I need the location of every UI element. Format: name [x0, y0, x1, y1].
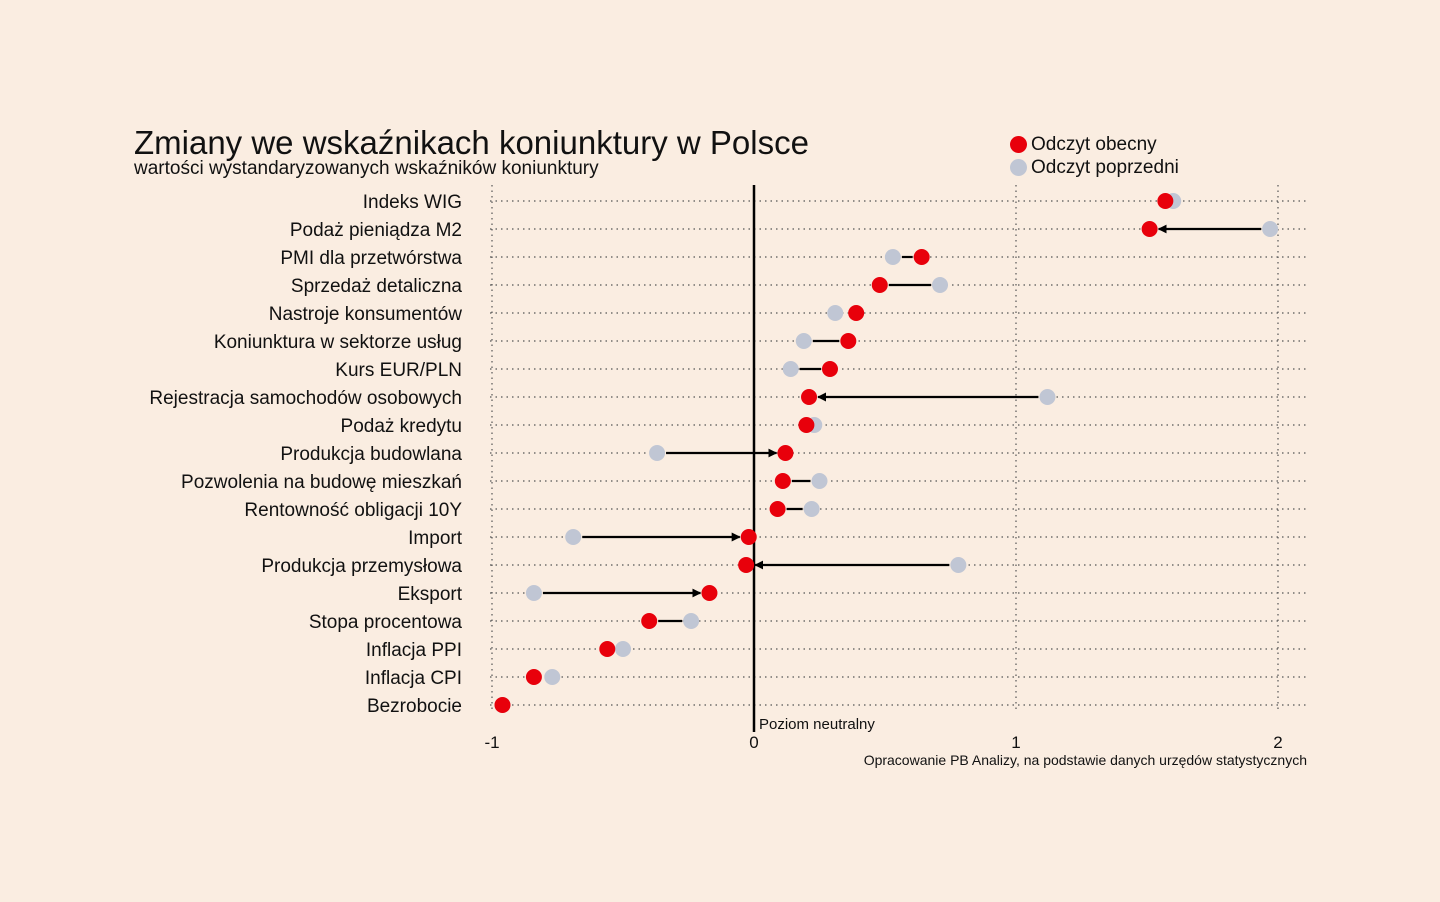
row-label: PMI dla przetwórstwa — [280, 248, 462, 269]
previous-reading-point — [683, 613, 700, 629]
previous-reading-point — [782, 361, 799, 377]
previous-reading-point — [795, 333, 812, 349]
current-reading-point — [777, 445, 794, 461]
current-reading-point — [1157, 193, 1174, 209]
current-reading-point — [848, 305, 865, 321]
previous-reading-point — [565, 529, 582, 545]
legend: Odczyt obecny Odczyt poprzedni — [1010, 133, 1179, 179]
source-note: Opracowanie PB Analizy, na podstawie dan… — [863, 752, 1307, 768]
previous-reading-point — [544, 669, 561, 685]
row-label: Produkcja przemysłowa — [261, 556, 462, 577]
current-reading-point — [1141, 221, 1158, 237]
row-label: Nastroje konsumentów — [269, 304, 463, 325]
axis-labels: Indeks WIG Podaż pieniądza M2 PMI dla prze… — [149, 192, 1282, 752]
current-reading-point — [840, 333, 857, 349]
current-reading-point — [738, 557, 755, 573]
row-label: Import — [408, 528, 463, 549]
row-label: Sprzedaż detaliczna — [291, 276, 463, 297]
neutral-line-label: Poziom neutralny — [759, 716, 875, 733]
row-label: Inflacja PPI — [366, 640, 462, 661]
legend-current-label: Odczyt obecny — [1031, 133, 1157, 155]
x-tick-label: 2 — [1273, 733, 1282, 752]
current-reading-point — [701, 585, 718, 601]
previous-reading-point — [811, 473, 828, 489]
legend-item-current: Odczyt obecny — [1010, 133, 1179, 156]
data-marks — [494, 193, 1279, 713]
x-tick-label: 0 — [749, 733, 758, 752]
legend-item-previous: Odczyt poprzedni — [1010, 156, 1179, 179]
current-reading-point — [740, 529, 757, 545]
row-label: Produkcja budowlana — [280, 444, 462, 465]
legend-previous-marker — [1010, 159, 1027, 176]
current-reading-point — [525, 669, 542, 685]
row-label: Rejestracja samochodów osobowych — [149, 388, 462, 409]
previous-reading-point — [884, 249, 901, 265]
row-label: Podaż kredytu — [341, 416, 462, 437]
row-label: Inflacja CPI — [365, 668, 462, 689]
x-tick-label: -1 — [484, 733, 499, 752]
current-reading-point — [871, 277, 888, 293]
previous-reading-point — [827, 305, 844, 321]
previous-reading-point — [649, 445, 666, 461]
previous-reading-point — [525, 585, 542, 601]
legend-previous-label: Odczyt poprzedni — [1031, 156, 1179, 178]
chart-subtitle: wartości wystandaryzowanych wskaźników k… — [134, 158, 599, 179]
row-label: Koniunktura w sektorze usług — [214, 332, 462, 353]
current-reading-point — [641, 613, 658, 629]
chart-title: Zmiany we wskaźnikach koniunktury w Pols… — [134, 124, 809, 161]
previous-reading-point — [932, 277, 949, 293]
row-label: Kurs EUR/PLN — [335, 360, 462, 381]
current-reading-point — [769, 501, 786, 517]
row-label: Pozwolenia na budowę mieszkań — [181, 472, 462, 493]
previous-reading-point — [1039, 389, 1056, 405]
row-label: Indeks WIG — [363, 192, 462, 213]
row-label: Bezrobocie — [367, 696, 462, 717]
x-tick-label: 1 — [1011, 733, 1020, 752]
legend-current-marker — [1010, 136, 1027, 153]
row-label: Eksport — [398, 584, 463, 605]
row-label: Podaż pieniądza M2 — [290, 220, 462, 241]
current-reading-point — [774, 473, 791, 489]
row-label: Stopa procentowa — [309, 612, 463, 633]
previous-reading-point — [950, 557, 967, 573]
current-reading-point — [821, 361, 838, 377]
previous-reading-point — [1262, 221, 1279, 237]
current-reading-point — [913, 249, 930, 265]
previous-reading-point — [615, 641, 631, 657]
previous-reading-point — [803, 501, 820, 517]
row-label: Rentowność obligacji 10Y — [244, 500, 462, 521]
current-reading-point — [798, 417, 815, 433]
current-reading-point — [494, 697, 511, 713]
grid-lines — [490, 185, 1308, 709]
current-reading-point — [599, 641, 616, 657]
current-reading-point — [801, 389, 818, 405]
